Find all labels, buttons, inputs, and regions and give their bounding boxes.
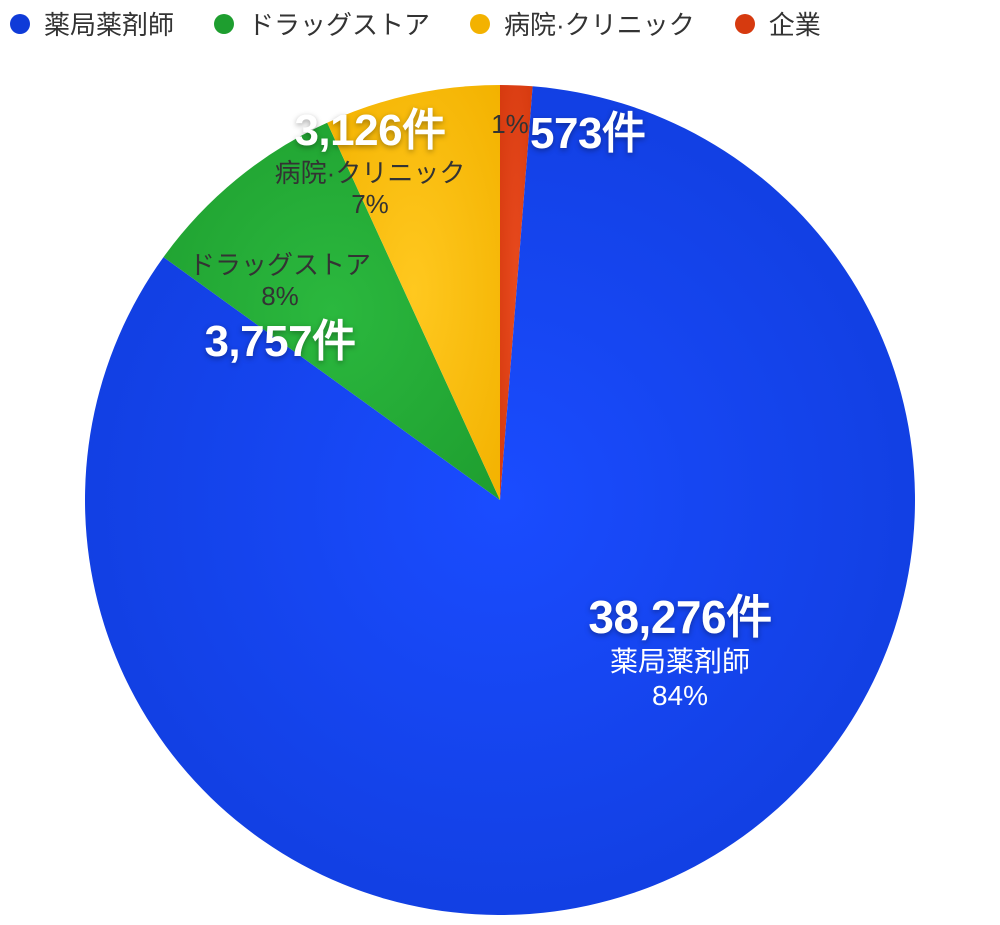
count-pharmacy: 38,276件 (530, 590, 830, 645)
pct-drugstore: 8% (115, 281, 445, 312)
pct-hospital: 7% (205, 189, 535, 220)
legend-label-company: 企業 (769, 5, 821, 42)
legend-item-company: 企業 (735, 5, 821, 42)
label-company: 573件 (530, 108, 730, 161)
name-pharmacy: 薬局薬剤師 (530, 645, 830, 679)
legend: 薬局薬剤師 ドラッグストア 病院·クリニック 企業 (0, 0, 1000, 47)
legend-item-drugstore: ドラッグストア (214, 5, 430, 42)
legend-dot-company (735, 14, 755, 34)
legend-dot-hospital (470, 14, 490, 34)
label-drugstore: ドラッグストア 8% 3,757件 (115, 250, 445, 369)
legend-label-hospital: 病院·クリニック (504, 5, 695, 42)
count-company: 573件 (530, 108, 730, 161)
name-hospital: 病院·クリニック (205, 158, 535, 189)
label-pharmacy: 38,276件 薬局薬剤師 84% (530, 590, 830, 712)
name-drugstore: ドラッグストア (115, 250, 445, 281)
legend-dot-pharmacy (10, 14, 30, 34)
pct-pharmacy: 84% (530, 679, 830, 713)
legend-item-pharmacy: 薬局薬剤師 (10, 5, 174, 42)
legend-item-hospital: 病院·クリニック (470, 5, 695, 42)
legend-label-drugstore: ドラッグストア (248, 5, 430, 42)
legend-dot-drugstore (214, 14, 234, 34)
count-drugstore: 3,757件 (115, 316, 445, 369)
legend-label-pharmacy: 薬局薬剤師 (44, 5, 174, 42)
pie-chart: 3,126件 病院·クリニック 7% 1% 573件 ドラッグストア 8% 3,… (0, 60, 1000, 907)
